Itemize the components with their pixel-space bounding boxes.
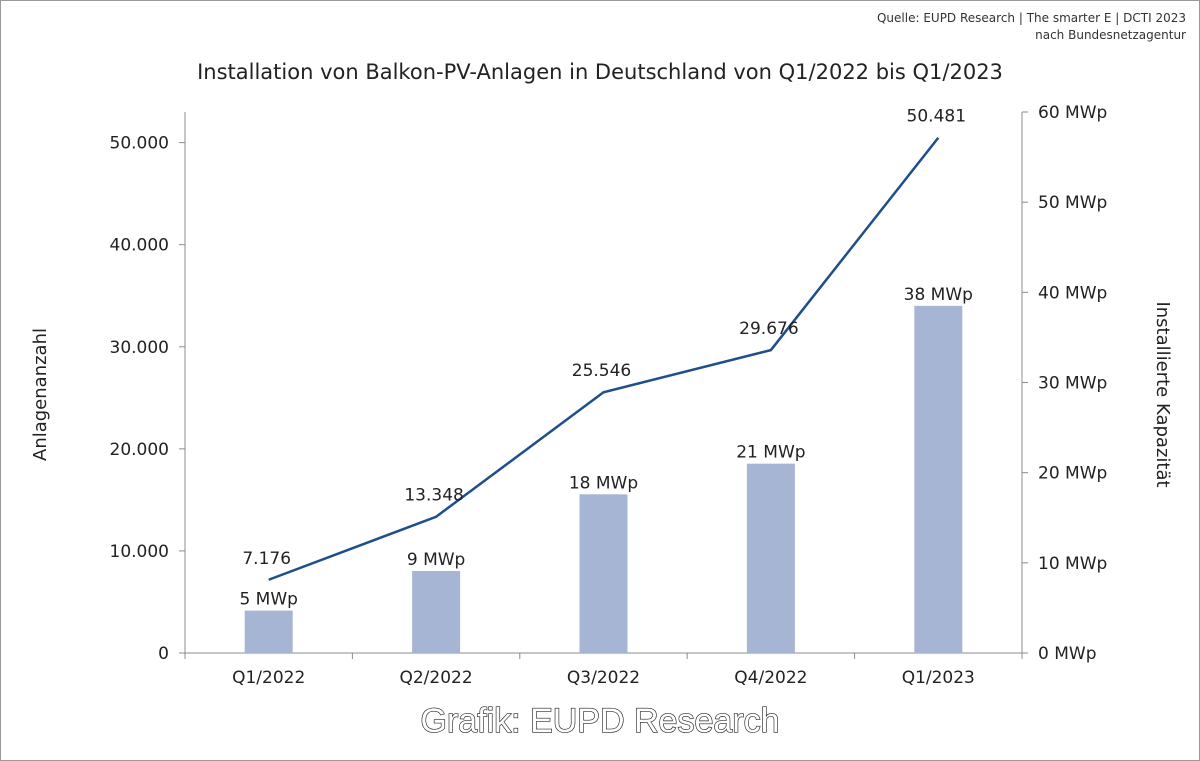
y-tick-left-label-2: 20.000 bbox=[110, 440, 169, 460]
y-axis-right-title: Installierte Kapazität bbox=[1152, 301, 1173, 487]
line-series-anlagenanzahl bbox=[268, 136, 940, 581]
source-line-2: nach Bundesnetzagentur bbox=[1035, 28, 1186, 42]
chart-title: Installation von Balkon-PV-Anlagen in De… bbox=[197, 60, 1003, 84]
graphic-credit: Grafik: EUPD Research bbox=[420, 701, 780, 740]
x-tick-label-2: Q3/2022 bbox=[567, 668, 640, 688]
x-tick-label-1: Q2/2022 bbox=[399, 668, 472, 688]
y-tick-right-label-0: 0 MWp bbox=[1038, 644, 1097, 664]
bar-label-1: 9 MWp bbox=[407, 550, 466, 570]
line-label-4: 50.481 bbox=[907, 107, 966, 127]
y-tick-left-label-1: 10.000 bbox=[110, 542, 169, 562]
y-tick-left-label-4: 40.000 bbox=[110, 236, 169, 256]
y-tick-right-label-4: 40 MWp bbox=[1038, 283, 1107, 303]
y-tick-right-label-6: 60 MWp bbox=[1038, 103, 1107, 123]
bar-2 bbox=[579, 494, 628, 653]
x-tick-label-4: Q1/2023 bbox=[902, 668, 975, 688]
y-axis-left-title: Anlagenanzahl bbox=[30, 328, 51, 461]
bar-label-2: 18 MWp bbox=[569, 473, 638, 493]
source-note: Quelle: EUPD Research | The smarter E | … bbox=[877, 10, 1186, 44]
y-tick-right-label-3: 30 MWp bbox=[1038, 374, 1107, 394]
line-label-1: 13.348 bbox=[404, 486, 463, 506]
bar-4 bbox=[914, 305, 963, 653]
x-tick-label-0: Q1/2022 bbox=[232, 668, 305, 688]
line-label-0: 7.176 bbox=[242, 549, 291, 569]
bar-label-0: 5 MWp bbox=[239, 590, 298, 610]
bar-label-3: 21 MWp bbox=[736, 443, 805, 463]
y-tick-right-label-5: 50 MWp bbox=[1038, 193, 1107, 213]
bar-3 bbox=[746, 463, 795, 653]
bar-1 bbox=[412, 570, 461, 653]
line-label-2: 25.546 bbox=[572, 361, 631, 381]
bar-0 bbox=[244, 610, 293, 653]
y-tick-right-label-2: 20 MWp bbox=[1038, 464, 1107, 484]
bar-label-4: 38 MWp bbox=[904, 285, 973, 305]
line-label-3: 29.676 bbox=[739, 319, 798, 339]
y-tick-right-label-1: 10 MWp bbox=[1038, 554, 1107, 574]
y-tick-left-label-0: 0 bbox=[158, 644, 169, 664]
y-tick-left-label-5: 50.000 bbox=[110, 134, 169, 154]
x-tick-label-3: Q4/2022 bbox=[734, 668, 807, 688]
y-tick-left-label-3: 30.000 bbox=[110, 338, 169, 358]
source-line-1: Quelle: EUPD Research | The smarter E | … bbox=[876, 11, 1186, 25]
